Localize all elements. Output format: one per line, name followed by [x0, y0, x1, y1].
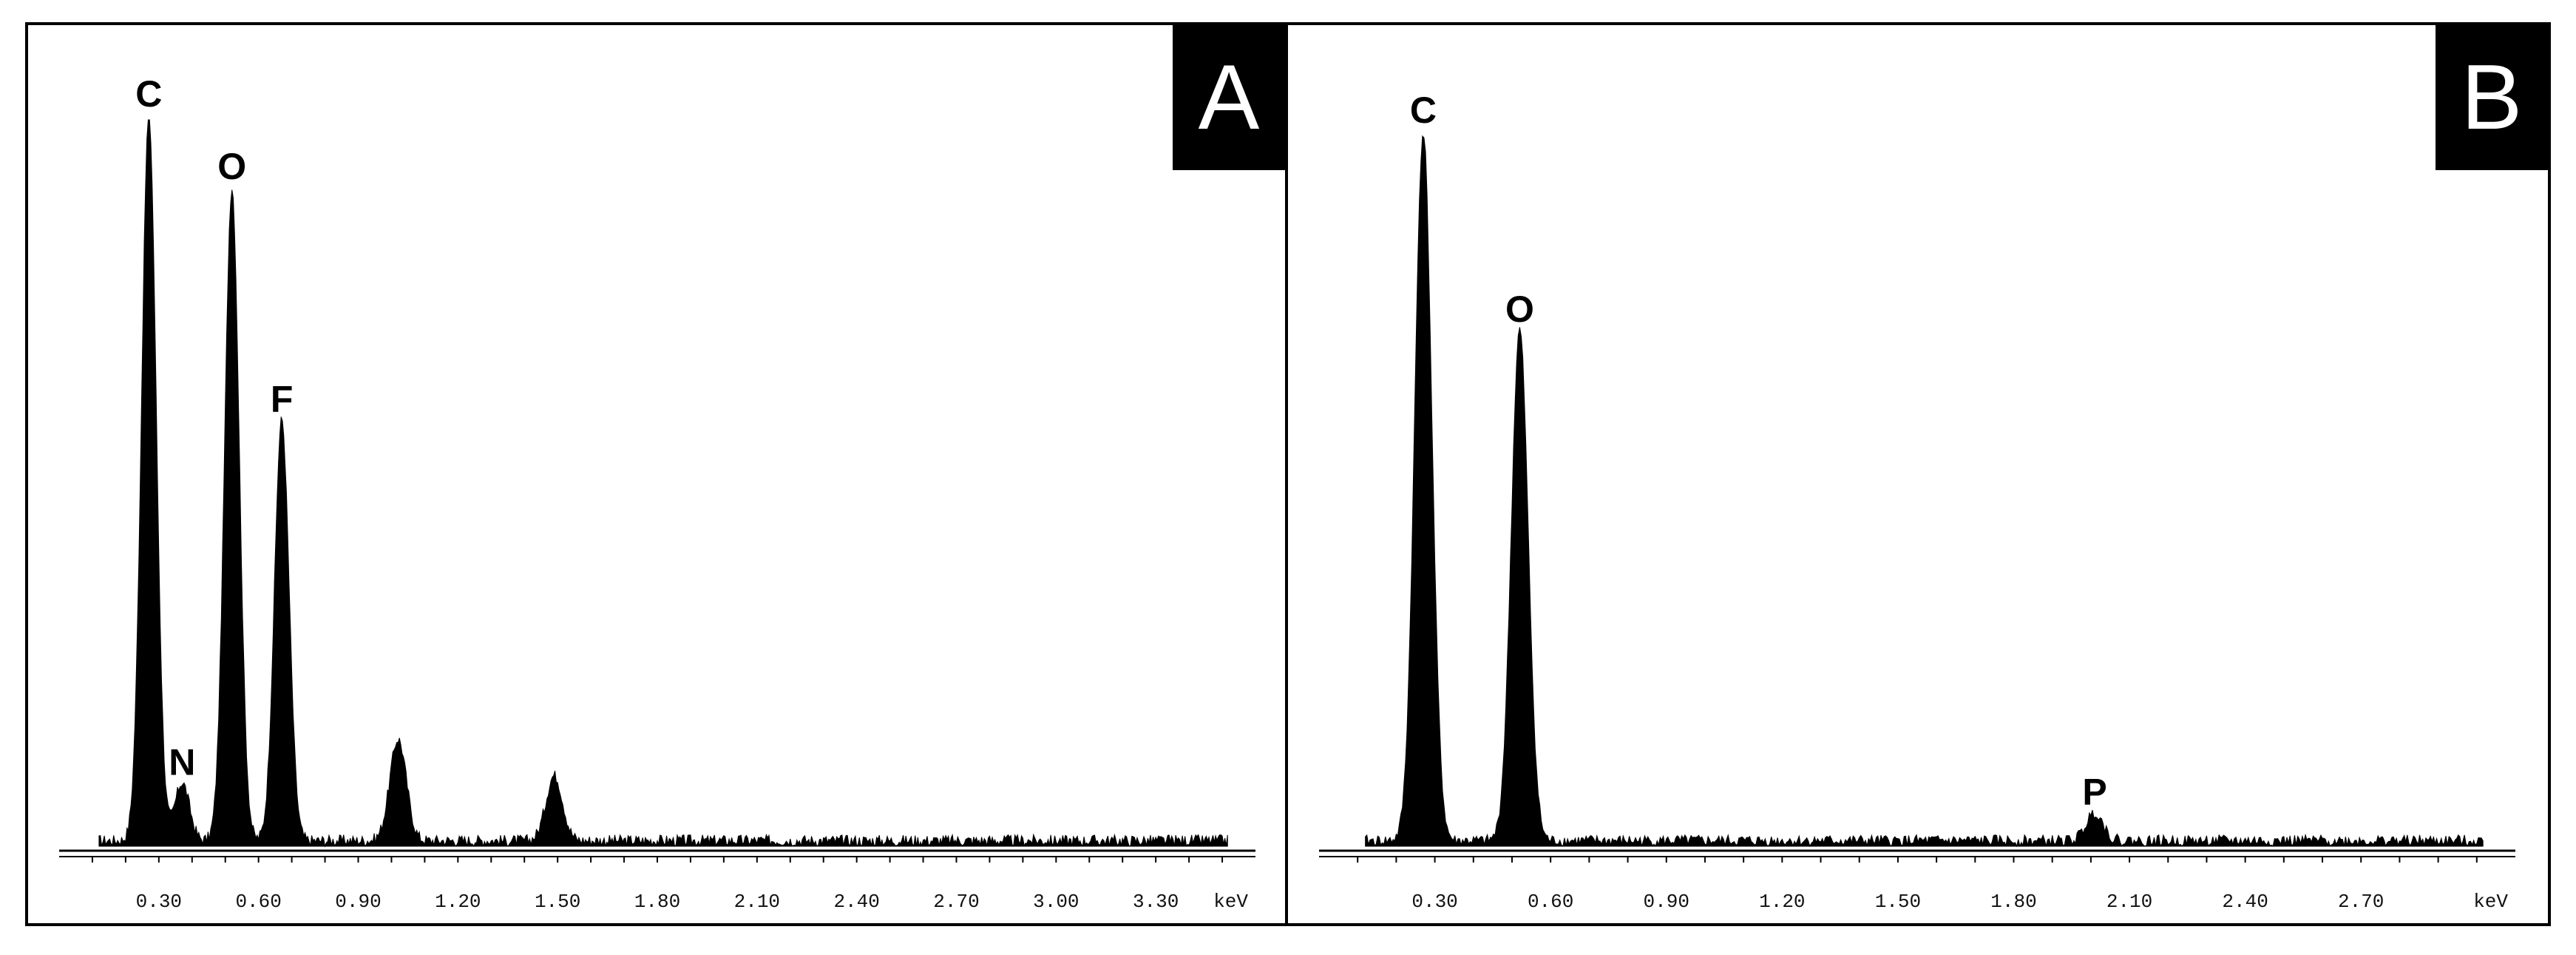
peak-label-O: O — [1505, 288, 1534, 330]
x-tick-label: 0.30 — [1411, 891, 1457, 913]
x-tick-label: 2.70 — [933, 891, 979, 913]
peak-label-N: N — [169, 741, 195, 783]
spectrum-trace — [1365, 135, 2484, 848]
x-tick-label: 1.50 — [535, 891, 580, 913]
x-tick-label: 1.80 — [634, 891, 680, 913]
x-tick-label: 2.70 — [2338, 891, 2384, 913]
spectrum-panel-a: 0.30 0.60 0.90 1.20 1.50 1.80 2.10 2.40 2.70 3.00… — [25, 22, 1288, 926]
peak-label-C: C — [135, 73, 162, 115]
spectrum-plot-b: 0.30 0.60 0.90 1.20 1.50 1.80 2.10 2.40 2.70 keV C… — [1319, 90, 2515, 913]
x-tick-label: 0.30 — [136, 891, 182, 913]
x-tick-label: 0.60 — [1528, 891, 1573, 913]
peak-label-P: P — [2082, 772, 2106, 813]
x-unit-label: keV — [2473, 891, 2508, 913]
spectrum-trace — [98, 119, 1228, 848]
x-tick-label: 2.10 — [734, 891, 780, 913]
x-tick-label: 1.20 — [435, 891, 481, 913]
spectrum-plot-a: 0.30 0.60 0.90 1.20 1.50 1.80 2.10 2.40 2.70 3.00… — [59, 73, 1255, 913]
peak-label-C: C — [1410, 90, 1437, 131]
x-tick-label: 0.90 — [1644, 891, 1689, 913]
x-tick-label: 1.50 — [1875, 891, 1921, 913]
x-tick-label: 0.60 — [235, 891, 281, 913]
x-tick-label: 2.40 — [2222, 891, 2268, 913]
x-unit-label: keV — [1213, 891, 1248, 913]
x-tick-label: 3.00 — [1033, 891, 1079, 913]
spectrum-panel-b: 0.30 0.60 0.90 1.20 1.50 1.80 2.10 2.40 2.70 keV C… — [1285, 22, 2551, 926]
panel-label-a: A — [1173, 25, 1285, 170]
peak-label-O: O — [217, 146, 246, 187]
x-tick-label: 2.10 — [2106, 891, 2152, 913]
x-tick-label: 0.90 — [335, 891, 381, 913]
x-tick-label: 2.40 — [833, 891, 879, 913]
panel-label-b: B — [2436, 25, 2548, 170]
x-tick-label: 1.20 — [1759, 891, 1805, 913]
x-tick-label: 1.80 — [1990, 891, 2036, 913]
peak-label-F: F — [271, 378, 294, 419]
x-tick-label: 3.30 — [1133, 891, 1179, 913]
